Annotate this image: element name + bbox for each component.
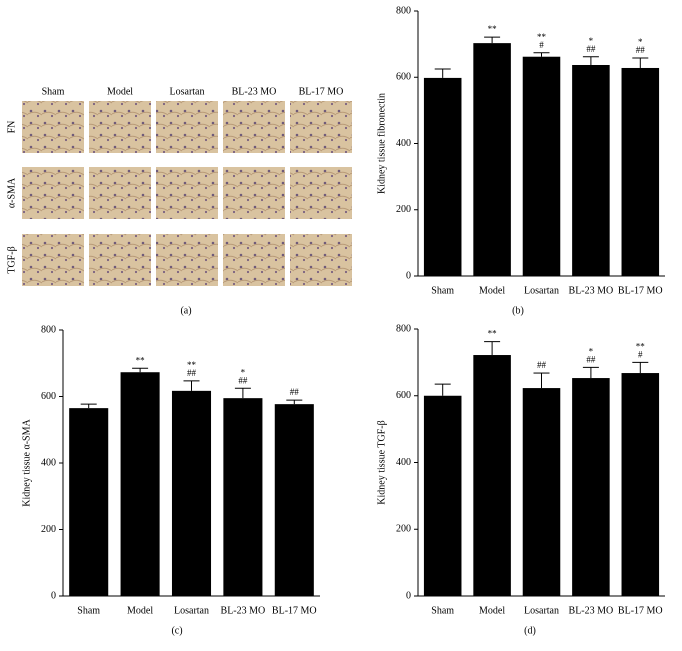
y-tick-label: 200 [396,524,411,535]
y-tick-label: 800 [396,323,411,334]
micrograph [223,234,285,286]
x-tick-label: Model [479,605,505,616]
x-tick-label: Losartan [524,285,559,296]
bar [423,77,462,276]
y-axis-label: Kidney tissue α-SMA [21,418,32,506]
bar [572,64,610,277]
significance: # [539,40,544,50]
significance: ** [537,32,547,42]
significance: ** [136,355,146,365]
x-tick-label: Model [479,285,505,296]
y-tick-label: 600 [396,390,411,401]
y-tick-label: 800 [41,324,56,335]
significance: ** [636,341,646,351]
micrograph [290,234,352,286]
bar [621,373,660,596]
y-tick-label: 400 [41,457,56,468]
x-tick-label: Model [127,605,153,616]
panel-label: (a) [180,305,191,316]
micrograph [290,167,352,219]
x-tick-label: Losartan [174,605,209,616]
y-tick-label: 200 [396,204,411,215]
y-tick-label: 800 [396,5,411,16]
significance: ## [537,360,547,370]
micrograph [89,167,151,219]
bar [423,395,462,596]
significance: * [638,37,643,47]
row-label: α-SMA [6,177,17,208]
significance: ** [187,360,197,370]
micrograph [290,101,352,153]
column-label: Model [107,86,133,97]
x-tick-label: Losartan [524,605,559,616]
y-tick-label: 200 [41,524,56,535]
column-label: BL-17 MO [299,86,344,97]
significance: ## [586,44,596,54]
significance: ## [187,368,197,378]
bar [522,56,561,277]
bar [473,43,511,276]
micrograph [89,234,151,286]
column-label: BL-23 MO [232,86,277,97]
bar [522,388,561,596]
row-label: TGF-β [6,246,17,273]
y-tick-label: 0 [406,590,411,601]
significance: ## [636,45,646,55]
y-tick-label: 0 [51,590,56,601]
y-tick-label: 400 [396,138,411,149]
bar [473,355,511,596]
micrograph [89,101,151,153]
bar [69,408,109,596]
x-tick-label: BL-23 MO [569,285,614,296]
micrograph [156,234,218,286]
y-tick-label: 0 [406,270,411,281]
significance: ## [290,387,300,397]
bar [171,390,212,596]
y-tick-label: 600 [41,391,56,402]
x-tick-label: BL-23 MO [569,605,614,616]
panel-label: (d) [524,625,536,636]
y-axis-label: Kidney tissue fibronectin [376,93,387,194]
significance: * [589,346,594,356]
micrograph [223,101,285,153]
bar [572,378,610,596]
y-tick-label: 400 [396,457,411,468]
x-tick-label: BL-17 MO [618,605,663,616]
x-tick-label: Sham [77,605,100,616]
micrograph [223,167,285,219]
micrograph [22,101,84,153]
significance: * [241,367,246,377]
significance: # [638,349,643,359]
micrograph [22,167,84,219]
micrograph [22,234,84,286]
x-tick-label: Sham [431,605,454,616]
significance: ** [488,329,498,339]
significance: * [589,36,594,46]
y-axis-label: Kidney tissue TGF-β [376,420,387,504]
y-tick-label: 600 [396,72,411,83]
panel-label: (c) [171,625,182,636]
bar [274,404,314,596]
x-tick-label: BL-17 MO [618,285,663,296]
bar [223,398,263,596]
significance: ** [488,24,498,34]
bar [120,372,160,596]
significance: ## [586,354,596,364]
bar [621,67,660,276]
significance: ## [238,375,248,385]
x-tick-label: BL-17 MO [272,605,317,616]
x-tick-label: Sham [431,285,454,296]
x-tick-label: BL-23 MO [221,605,266,616]
column-label: Losartan [170,86,205,97]
micrograph [156,101,218,153]
panel-label: (b) [512,305,524,316]
micrograph [156,167,218,219]
row-label: FN [6,121,17,134]
column-label: Sham [42,86,65,97]
